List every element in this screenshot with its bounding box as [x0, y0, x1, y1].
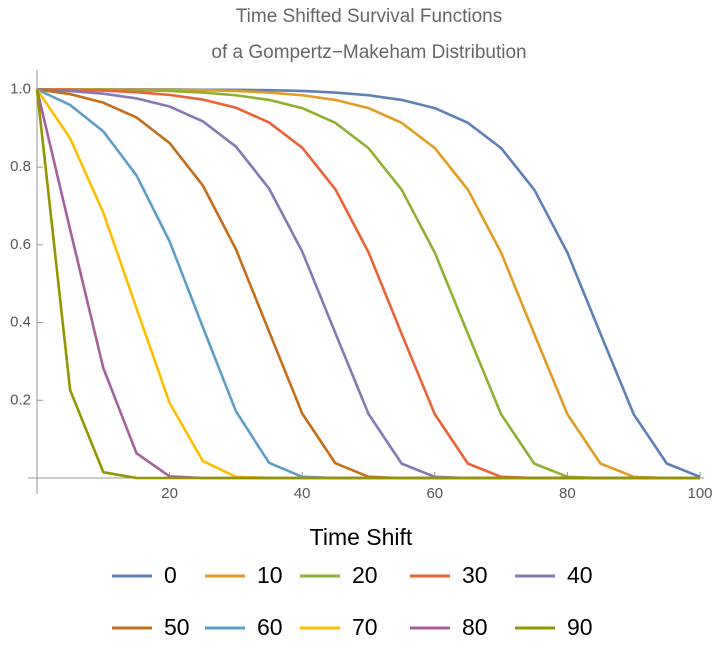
- x-tick-label: 40: [294, 485, 311, 502]
- x-tick-label: 60: [426, 485, 443, 502]
- y-tick-label: 0.6: [10, 236, 31, 253]
- legend-label: 10: [257, 562, 283, 588]
- legend-label: 90: [567, 614, 593, 640]
- x-tick-label: 80: [559, 485, 576, 502]
- x-tick-label: 20: [161, 485, 178, 502]
- chart-subtitle: of a Gompertz−Makeham Distribution: [211, 42, 526, 63]
- chart-title: Time Shifted Survival Functions: [236, 6, 502, 27]
- legend-label: 0: [164, 562, 177, 588]
- legend-title: Time Shift: [310, 524, 413, 550]
- legend-label: 30: [462, 562, 488, 588]
- x-tick-label: 100: [687, 485, 712, 502]
- legend-label: 50: [164, 614, 190, 640]
- legend-label: 70: [352, 614, 378, 640]
- series-line: [35, 89, 700, 480]
- y-tick-label: 0.4: [10, 314, 31, 331]
- legend-label: 20: [352, 562, 378, 588]
- y-tick-label: 0.8: [10, 158, 31, 175]
- legend-label: 80: [462, 614, 488, 640]
- legend-label: 40: [567, 562, 593, 588]
- legend-label: 60: [257, 614, 283, 640]
- y-tick-label: 0.2: [10, 391, 31, 408]
- series-line: [36, 88, 700, 480]
- y-tick-label: 1.0: [10, 80, 31, 97]
